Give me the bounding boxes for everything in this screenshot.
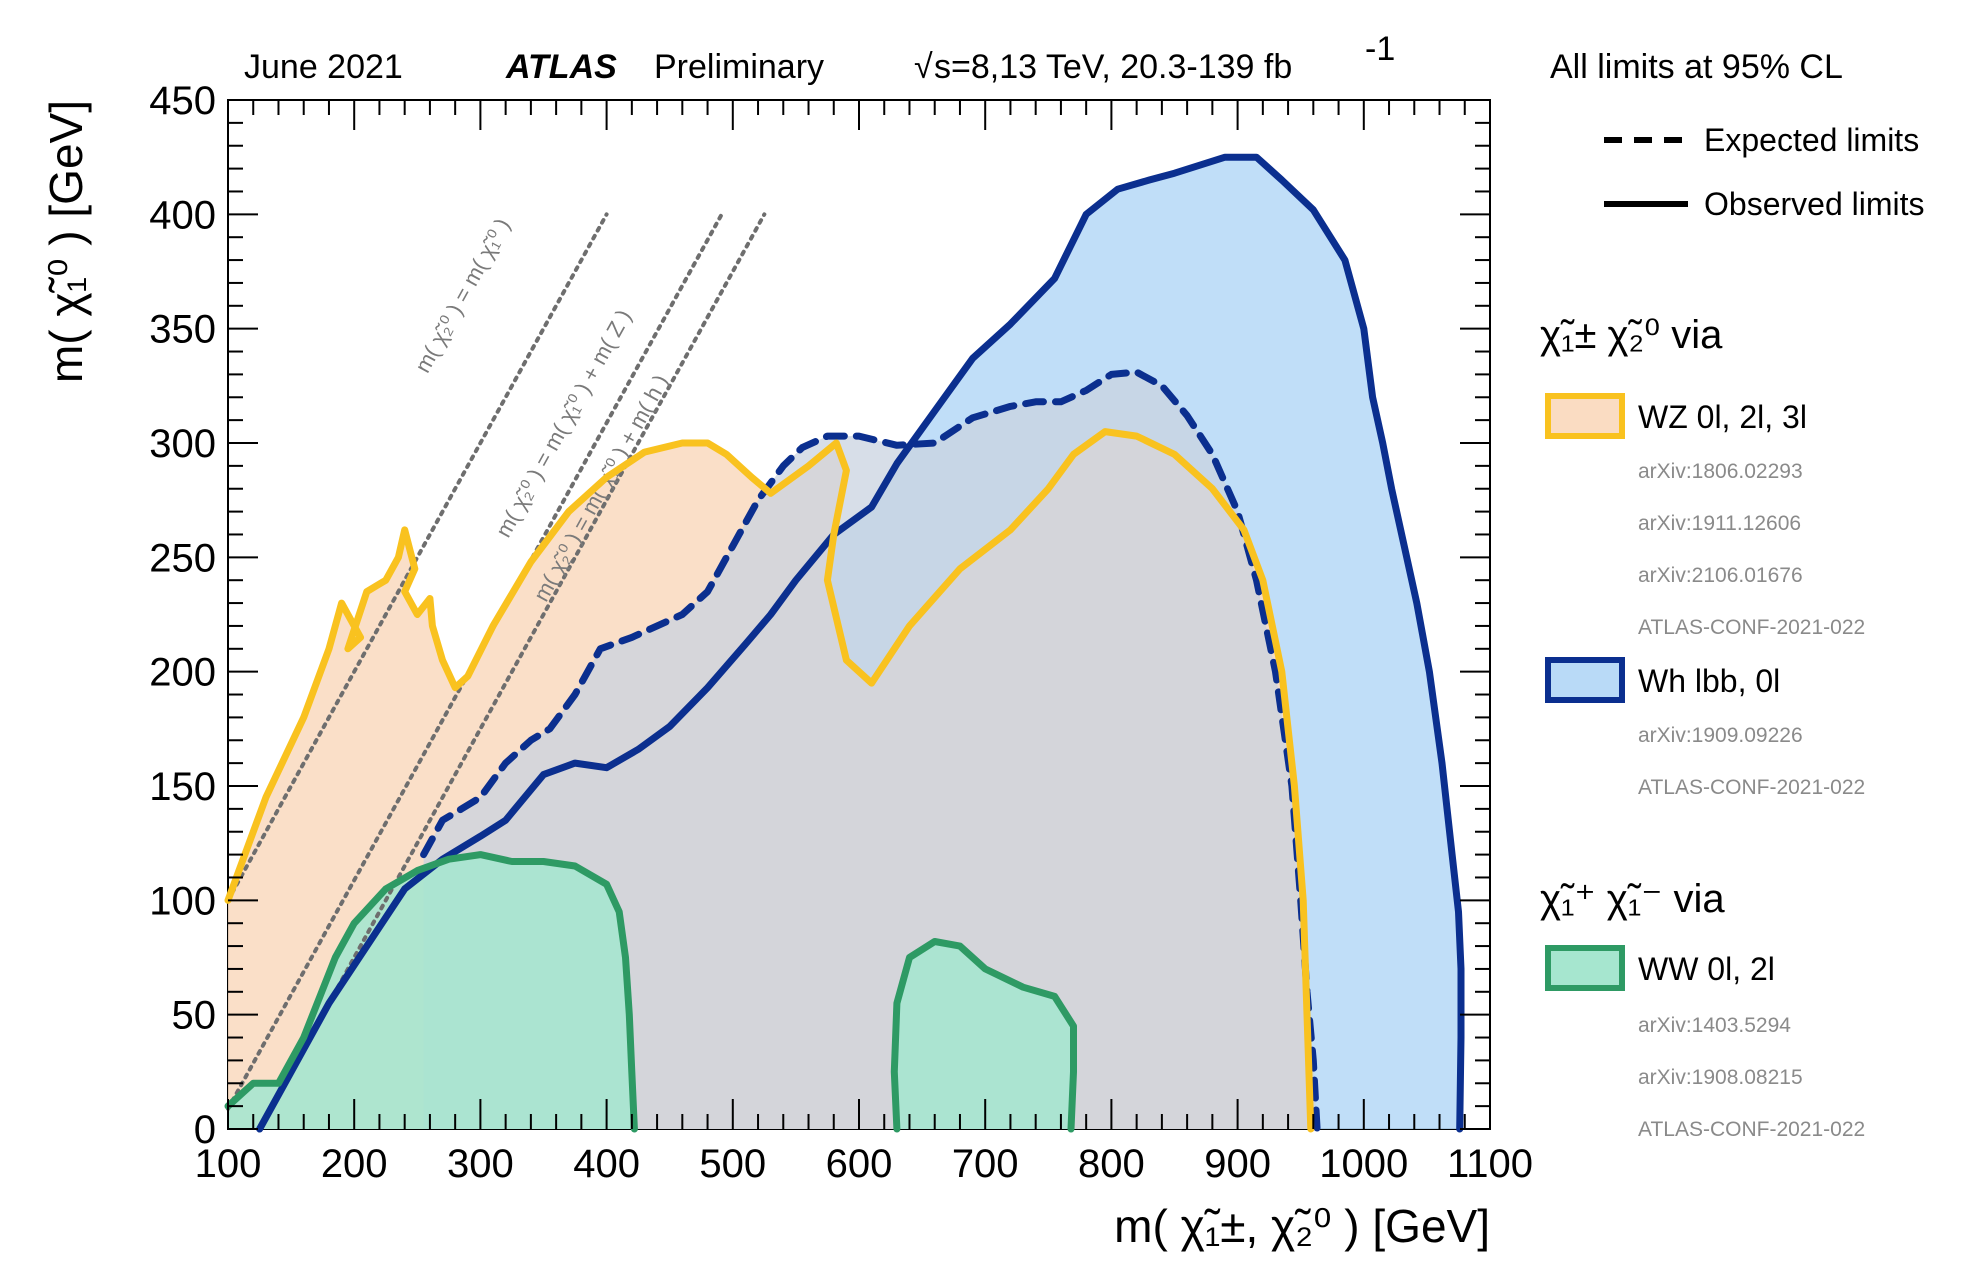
legend-ww-ref-3: ATLAS-CONF-2021-022 bbox=[1638, 1118, 1865, 1141]
legend-ww-label: WW 0l, 2l bbox=[1638, 951, 1775, 987]
legend-wz-ref-2: arXiv:1911.12606 bbox=[1638, 512, 1801, 535]
exclusion-fills bbox=[228, 157, 1462, 1130]
legend-wz-swatch bbox=[1545, 393, 1625, 439]
wh-wz-overlap-region bbox=[423, 372, 1318, 1130]
x-tick-label: 500 bbox=[699, 1142, 766, 1186]
wh-expected-contour bbox=[420, 368, 1321, 1133]
ww-observed-island-contour bbox=[890, 938, 1077, 1133]
x-tick-label: 1100 bbox=[1447, 1142, 1533, 1186]
ww-excluded-region bbox=[228, 854, 635, 1129]
legend-expected-label: Expected limits bbox=[1704, 122, 1919, 158]
header-energy: s=8,13 TeV, 20.3-139 fb bbox=[934, 48, 1292, 86]
axis-ticks: 100 200 300 400 500 600 700 800 900 1000 1100 0 50 10… bbox=[149, 79, 1533, 1186]
legend-wz-ref-4: ATLAS-CONF-2021-022 bbox=[1638, 616, 1865, 639]
legend-observed-label: Observed limits bbox=[1704, 186, 1925, 222]
legend-ww-ref-2: arXiv:1908.08215 bbox=[1638, 1066, 1803, 1089]
legend-group-chi1pm-chi20: χ̃₁± χ̃₂⁰ via bbox=[1540, 313, 1723, 357]
y-tick-label: 350 bbox=[149, 308, 216, 352]
x-tick-label: 200 bbox=[321, 1142, 388, 1186]
y-axis-label: m( χ̃₁⁰ ) [GeV] bbox=[40, 100, 92, 383]
x-tick-label: 800 bbox=[1078, 1142, 1145, 1186]
legend-wz-ref-1: arXiv:1806.02293 bbox=[1638, 460, 1803, 483]
diagonal-label: m( χ̃₂⁰ ) = m( χ̃₁⁰ ) bbox=[410, 214, 515, 377]
legend-wz-label: WZ 0l, 2l, 3l bbox=[1638, 399, 1807, 435]
legend-ww-swatch bbox=[1545, 945, 1625, 991]
y-tick-label: 0 bbox=[194, 1108, 216, 1152]
diagonal-line-z-mass bbox=[226, 212, 724, 1111]
y-tick-label: 200 bbox=[149, 651, 216, 695]
y-tick-label: 150 bbox=[149, 765, 216, 809]
y-tick-label: 400 bbox=[149, 193, 216, 237]
x-axis-label: m( χ̃₁±, χ̃₂⁰ ) [GeV] bbox=[1114, 1200, 1490, 1252]
legend-wh-ref-2: ATLAS-CONF-2021-022 bbox=[1638, 776, 1865, 799]
legend-wz-ref-3: arXiv:2106.01676 bbox=[1638, 564, 1803, 587]
x-tick-label: 1000 bbox=[1319, 1142, 1408, 1186]
wz-observed-contour bbox=[224, 428, 1315, 1133]
y-tick-label: 100 bbox=[149, 879, 216, 923]
legend-wh-swatch bbox=[1545, 657, 1625, 703]
wh-observed-contour bbox=[256, 153, 1465, 1133]
header-cl-note: All limits at 95% CL bbox=[1550, 48, 1843, 86]
header-lumi-exponent: -1 bbox=[1365, 30, 1395, 68]
ww-observed-contour bbox=[224, 851, 638, 1133]
header-sqrt-symbol: √ bbox=[914, 48, 933, 86]
y-tick-label: 250 bbox=[149, 536, 216, 580]
x-tick-label: 100 bbox=[195, 1142, 262, 1186]
legend-wh-ref-1: arXiv:1909.09226 bbox=[1638, 724, 1803, 747]
x-tick-label: 400 bbox=[573, 1142, 640, 1186]
header-date: June 2021 bbox=[244, 48, 403, 86]
diagonal-line-equal-mass bbox=[226, 212, 609, 903]
legend-wh-label: Wh lbb, 0l bbox=[1638, 663, 1780, 699]
y-tick-label: 450 bbox=[149, 79, 216, 123]
legend-ww-ref-1: arXiv:1403.5294 bbox=[1638, 1014, 1791, 1037]
limit-contours bbox=[224, 153, 1465, 1133]
legend-group-chi1p-chi1m: χ̃₁⁺ χ̃₁⁻ via bbox=[1540, 877, 1725, 921]
ww-excluded-island bbox=[894, 941, 1074, 1129]
header-status: Preliminary bbox=[654, 48, 824, 86]
y-tick-label: 50 bbox=[172, 994, 217, 1038]
x-tick-label: 900 bbox=[1204, 1142, 1271, 1186]
x-tick-label: 300 bbox=[447, 1142, 514, 1186]
y-tick-label: 300 bbox=[149, 422, 216, 466]
x-tick-label: 600 bbox=[826, 1142, 893, 1186]
header-experiment: ATLAS bbox=[505, 48, 617, 86]
x-tick-label: 700 bbox=[952, 1142, 1019, 1186]
